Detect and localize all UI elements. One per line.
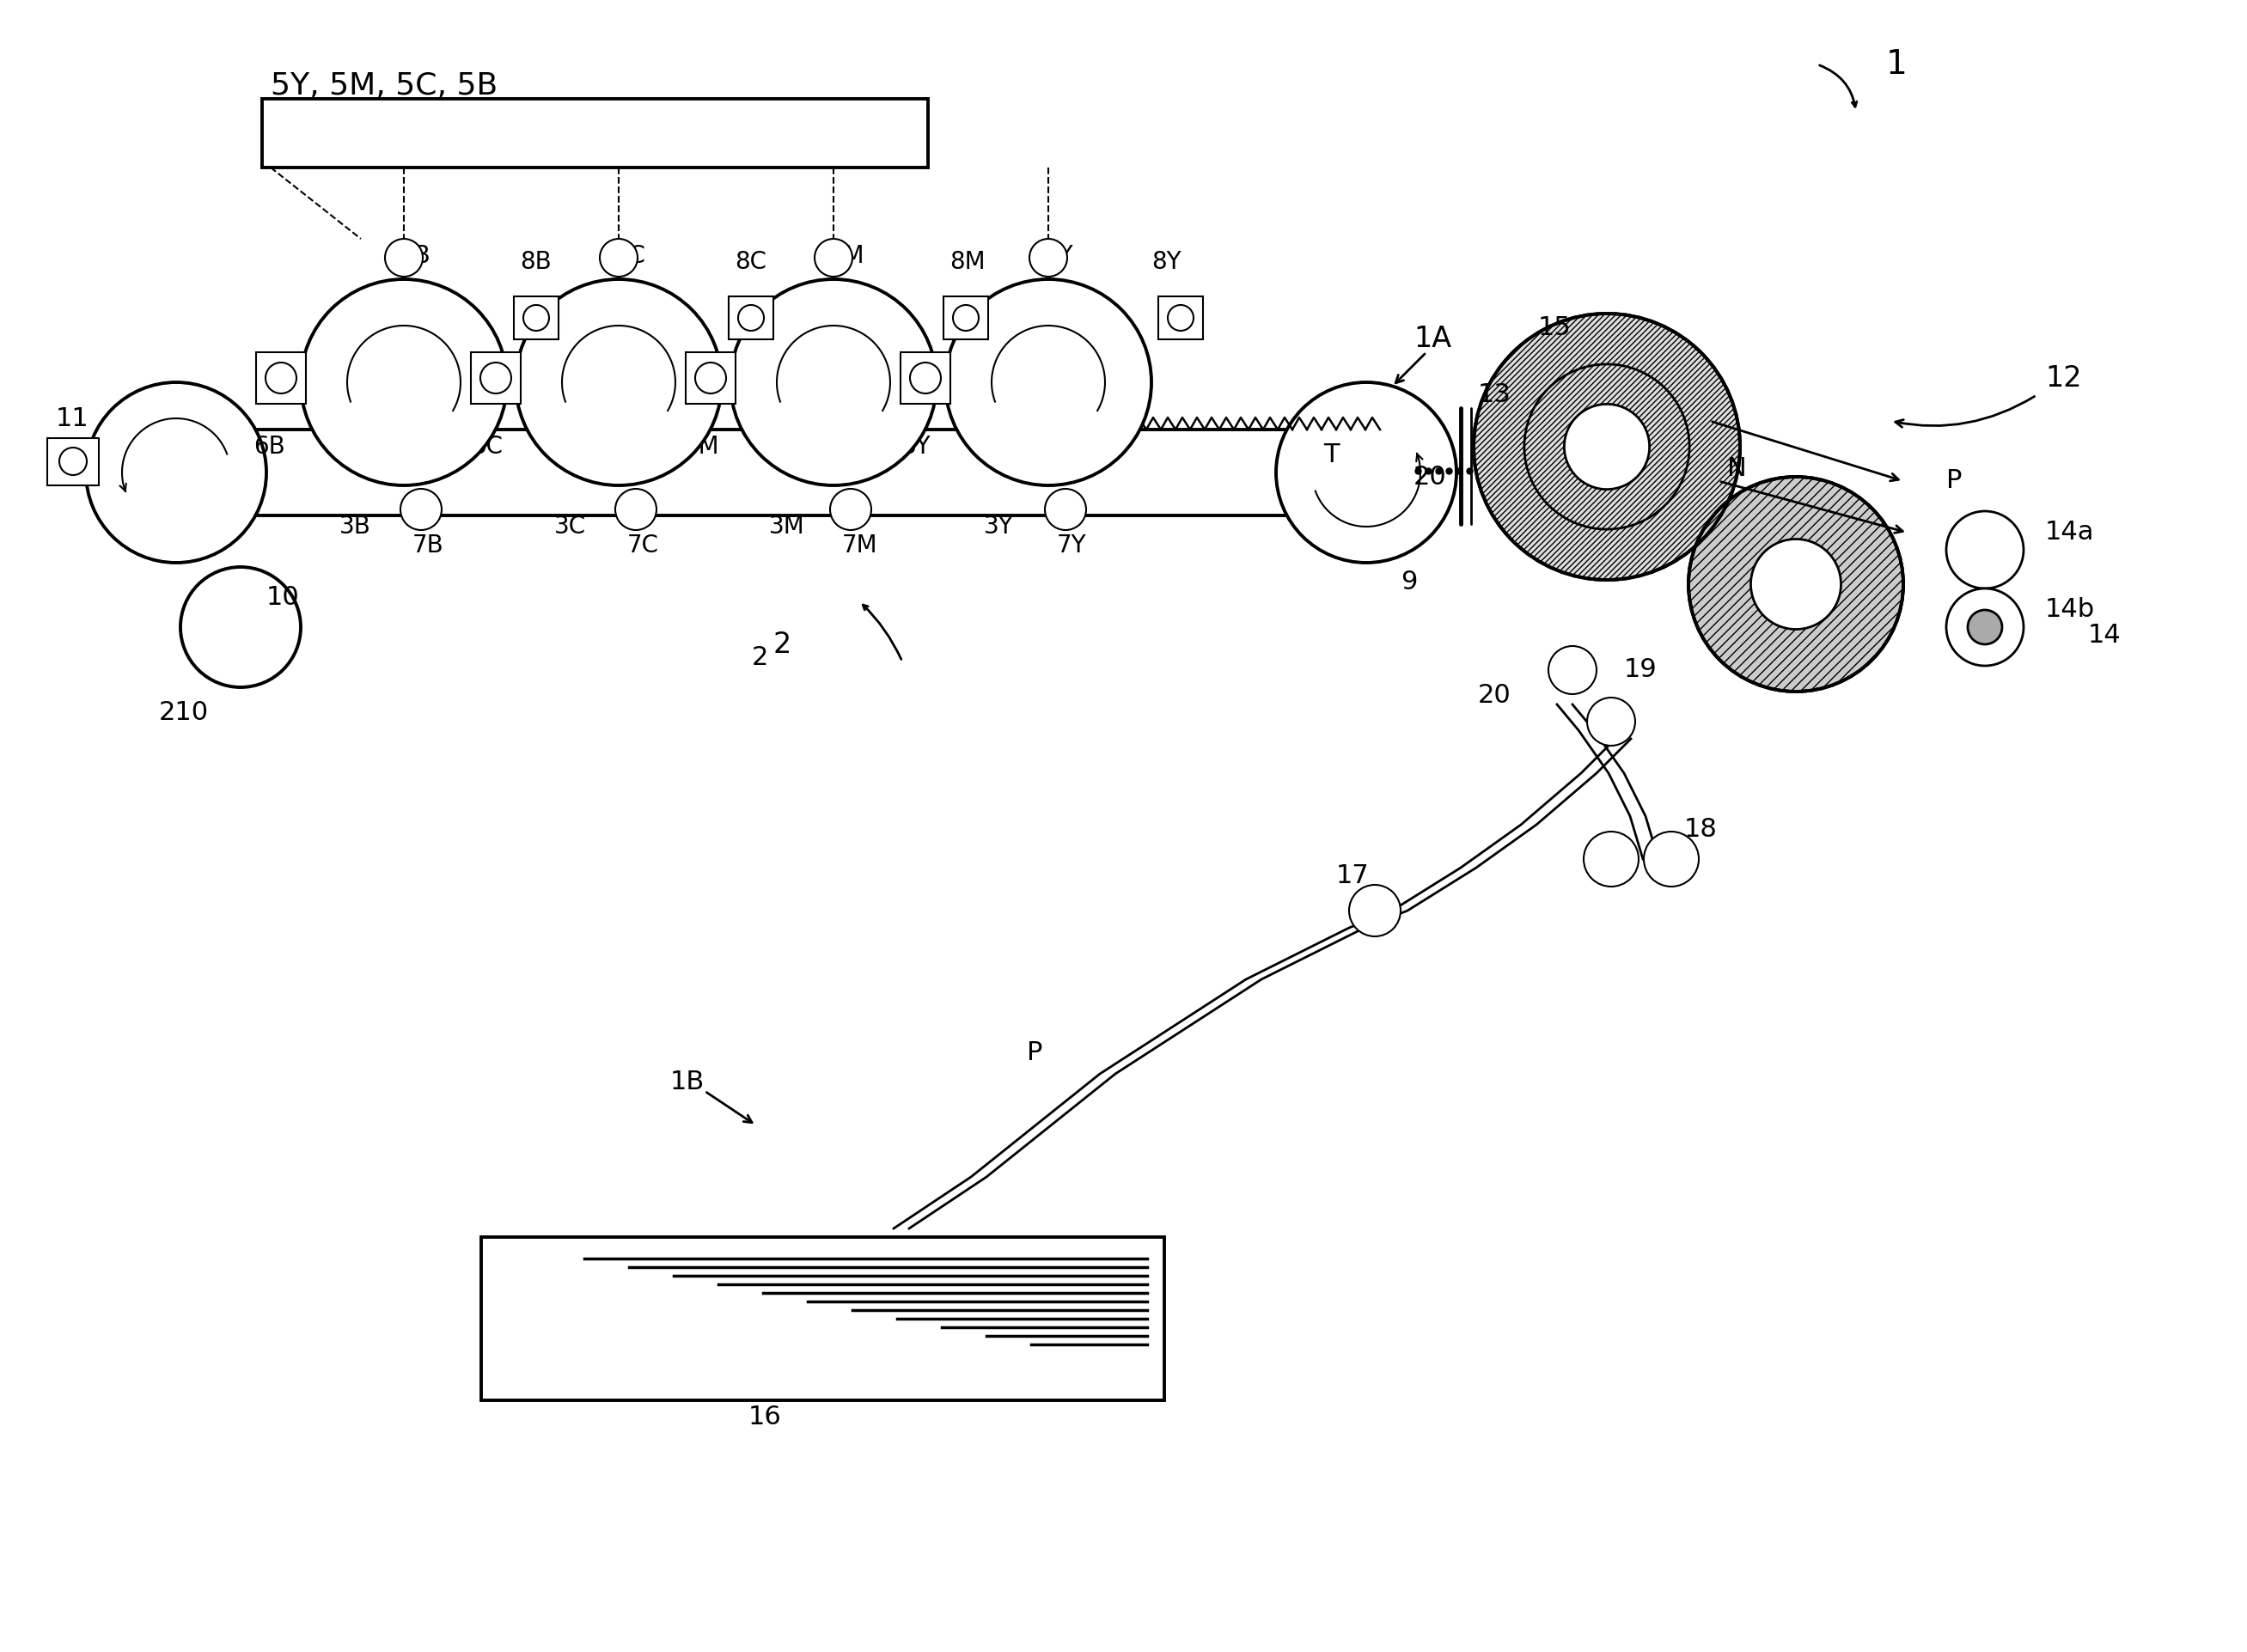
Text: 15: 15 [1539,316,1571,340]
Bar [263,99,928,167]
Circle shape [1276,382,1456,563]
Text: 7M: 7M [843,534,879,557]
Circle shape [384,240,422,276]
Text: 7B: 7B [413,534,445,557]
Text: 5Y, 5M, 5C, 5B: 5Y, 5M, 5C, 5B [270,71,497,101]
Text: 7C: 7C [627,534,658,557]
Circle shape [58,448,88,476]
Text: 16: 16 [748,1404,782,1431]
Text: 18: 18 [1685,816,1717,841]
Text: 1A: 1A [1413,325,1452,354]
Text: 6M: 6M [683,434,719,459]
Text: 8B: 8B [519,249,551,274]
Text: P: P [1027,1039,1043,1066]
Text: 4Y: 4Y [1045,244,1074,268]
Circle shape [1564,405,1649,489]
Text: 1B: 1B [670,1070,706,1095]
Text: 3B: 3B [339,514,371,539]
Text: 2: 2 [773,629,791,659]
Circle shape [1687,477,1903,692]
Text: 3Y: 3Y [984,514,1013,539]
Text: 1: 1 [1885,48,1908,81]
Circle shape [1946,510,2025,588]
Circle shape [730,279,937,486]
Text: 4M: 4M [829,244,865,268]
Circle shape [910,362,941,393]
Circle shape [737,306,764,330]
Circle shape [85,382,267,563]
Text: 11: 11 [56,406,90,431]
Bar [481,1237,1164,1401]
Text: 210: 210 [160,700,209,725]
Circle shape [616,489,656,530]
Text: 14a: 14a [2045,520,2094,545]
Text: 20: 20 [1413,464,1447,489]
Circle shape [953,306,980,330]
Circle shape [600,240,638,276]
Text: 19: 19 [1625,657,1658,682]
Bar [728,296,773,339]
Bar [472,352,521,403]
Circle shape [1946,588,2025,666]
Circle shape [301,279,508,486]
Circle shape [1548,646,1598,694]
Text: T: T [1323,443,1339,468]
Text: 13: 13 [1479,383,1512,408]
Text: 8Y: 8Y [1150,249,1182,274]
Text: N: N [1728,456,1746,481]
Bar [685,352,735,403]
Bar [1157,296,1202,339]
Circle shape [946,279,1150,486]
Circle shape [1474,314,1739,580]
Circle shape [180,567,301,687]
Circle shape [400,489,443,530]
Text: 14b: 14b [2045,598,2094,623]
Text: m: m [1593,433,1620,461]
Circle shape [1584,831,1638,887]
Text: P: P [1946,469,1962,494]
Bar [944,296,989,339]
Text: 8C: 8C [735,249,766,274]
Text: 14: 14 [2087,623,2121,648]
Text: 6Y: 6Y [901,434,930,459]
Circle shape [1645,831,1699,887]
Text: 8M: 8M [950,249,984,274]
Circle shape [481,362,512,393]
Text: 2: 2 [753,644,768,669]
Circle shape [694,362,726,393]
Circle shape [524,306,548,330]
Text: 10: 10 [267,585,299,610]
Bar [515,296,560,339]
Text: 17: 17 [1337,864,1368,889]
Circle shape [1348,885,1400,937]
Text: 9: 9 [1400,570,1418,595]
Circle shape [265,362,297,393]
Bar [901,352,950,403]
Text: 4C: 4C [613,244,647,268]
Bar [47,438,99,486]
Circle shape [1045,489,1085,530]
Text: 3C: 3C [555,514,586,539]
Circle shape [1968,610,2002,644]
Circle shape [1750,539,1840,629]
Circle shape [515,279,721,486]
Text: 4B: 4B [400,244,431,268]
Text: 6B: 6B [254,434,285,459]
Text: 7Y: 7Y [1056,534,1088,557]
Text: 6C: 6C [472,434,503,459]
Bar [256,352,306,403]
Circle shape [816,240,852,276]
Circle shape [1029,240,1067,276]
Text: 3M: 3M [768,514,804,539]
Text: 12: 12 [2045,363,2081,392]
Circle shape [829,489,872,530]
Text: 20: 20 [1479,684,1512,709]
Circle shape [1586,697,1636,745]
Circle shape [1168,306,1193,330]
